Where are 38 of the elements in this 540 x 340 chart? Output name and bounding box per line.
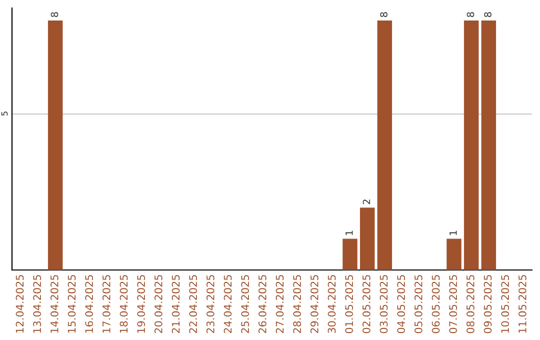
x-tick-label: 14.04.2025 [50, 275, 58, 333]
data-label: 2 [362, 200, 370, 204]
x-tick-label: 20.04.2025 [154, 275, 162, 334]
x-tick-label: 22.04.2025 [189, 275, 198, 334]
x-tick-label: 03.05.2025 [380, 275, 388, 334]
y-tick-label: 5 [1, 112, 8, 116]
data-label: 8 [484, 12, 492, 18]
x-tick-label: 16.04.2025 [85, 275, 94, 333]
x-tick-label: 13.04.2025 [33, 275, 42, 333]
x-tick-label: 04.05.2025 [397, 275, 406, 334]
x-tick-label: 25.04.2025 [241, 275, 250, 334]
data-label: 8 [380, 12, 388, 18]
x-tick-label: 24.04.2025 [224, 275, 232, 334]
x-tick-label: 26.04.2025 [258, 275, 266, 334]
data-label: 1 [346, 230, 353, 235]
x-tick-label: 09.05.2025 [484, 275, 492, 334]
x-tick-label: 12.04.2025 [16, 275, 24, 333]
x-tick-label: 06.05.2025 [432, 275, 440, 334]
x-tick-label: 18.04.2025 [120, 275, 128, 333]
x-tick-label: 21.04.2025 [172, 275, 180, 334]
x-tick-label: 08.05.2025 [466, 275, 474, 334]
data-label: 1 [450, 230, 457, 235]
x-tick-label: 15.04.2025 [68, 275, 76, 333]
data-label: 8 [466, 12, 474, 18]
x-tick-label: 30.04.2025 [328, 275, 336, 334]
x-tick-label: 23.04.2025 [206, 275, 214, 334]
x-tick-label: 10.05.2025 [501, 275, 510, 333]
x-tick-label: 05.05.2025 [414, 275, 422, 334]
x-tick-label: 27.04.2025 [276, 275, 284, 334]
x-tick-label: 02.05.2025 [362, 275, 370, 334]
x-tick-label: 11.05.2025 [518, 275, 526, 333]
x-tick-label: 29.04.2025 [310, 275, 318, 334]
x-tick-label: 07.05.2025 [449, 275, 458, 334]
x-tick-label: 17.04.2025 [102, 275, 110, 333]
x-tick-label: 01.05.2025 [345, 275, 354, 334]
data-label: 8 [50, 12, 58, 18]
x-tick-label: 28.04.2025 [293, 275, 302, 334]
x-tick-label: 19.04.2025 [137, 275, 146, 333]
